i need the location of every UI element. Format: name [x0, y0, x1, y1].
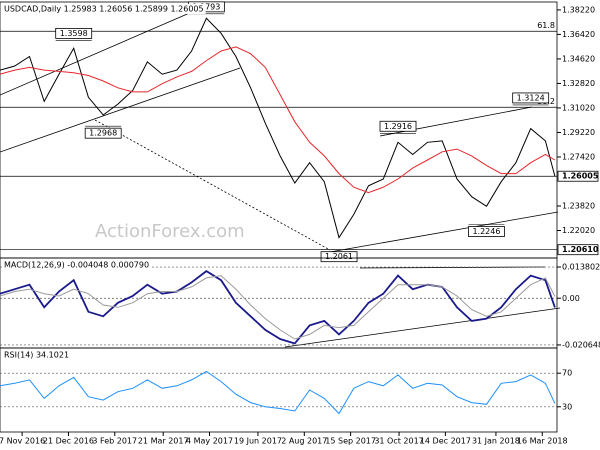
x-tick-label: 31 Jan 2018	[472, 437, 520, 446]
price-box	[557, 170, 599, 182]
trend-lines	[0, 1, 561, 348]
y-tick-label: 1.29220	[562, 128, 595, 137]
x-tick-label: 31 Oct 2017	[374, 437, 423, 446]
annotation-label: 1.2968	[89, 129, 117, 138]
series-line	[0, 46, 556, 194]
level-label: 61.8	[537, 21, 555, 30]
x-tick-label: 7 Nov 2016	[0, 437, 45, 446]
x-tick-label: 15 Sep 2017	[325, 437, 376, 446]
series-line	[0, 370, 556, 415]
annotation-label: 1.2916	[384, 122, 412, 131]
price-label: 1.20610	[562, 245, 599, 254]
annotation-box	[512, 92, 550, 104]
y-tick-label: 1.31020	[562, 103, 595, 112]
support-line	[329, 211, 559, 253]
y-tick-label: 1.32820	[562, 79, 595, 88]
annotation-label: 1.3124	[517, 93, 545, 102]
title-bg	[2, 260, 152, 270]
dotted-trend	[94, 119, 331, 251]
annotation-label: 1.2061	[325, 252, 353, 261]
y-tick-label: 1.22020	[562, 226, 595, 235]
title-bg	[2, 350, 72, 360]
panel-title: MACD(12,26,9) -0.004048 0.000790	[4, 261, 149, 270]
panel-frame	[0, 347, 558, 433]
y-tick-label: 1.38220	[562, 5, 595, 14]
y-tick-label: 0.00	[562, 294, 580, 303]
x-tick-label: 4 May 2017	[186, 437, 233, 446]
x-tick-label: 3 Feb 2017	[92, 437, 137, 446]
y-tick-label: 30	[562, 402, 572, 411]
series-line	[0, 275, 556, 340]
macd-trend-upper	[359, 266, 546, 269]
series-line	[0, 270, 556, 345]
annotation-box	[84, 127, 122, 139]
watermark: ActionForex.com	[95, 221, 245, 242]
y-tick-label: 70	[562, 369, 572, 378]
x-tick-label: 2 Aug 2017	[281, 437, 327, 446]
annotation-box	[320, 251, 358, 263]
annotation-box	[468, 226, 505, 237]
series-line	[0, 17, 556, 239]
annotation-label: 1.2246	[472, 227, 500, 236]
price-label: 1.26005	[562, 172, 599, 181]
y-tick-label: 1.36420	[562, 30, 595, 39]
x-tick-label: 21 Mar 2017	[138, 437, 189, 446]
y-tick-label: 1.34620	[562, 54, 595, 63]
y-tick-label: 1.27420	[562, 152, 595, 161]
x-tick-label: 21 Dec 2016	[43, 437, 94, 446]
y-tick-label: 0.013802	[562, 263, 600, 272]
x-tick-label: 14 Dec 2017	[420, 437, 471, 446]
macd-trend-lower	[284, 307, 561, 348]
panel-title: USDCAD,Daily 1.25983 1.26056 1.25899 1.2…	[4, 5, 204, 14]
annotation-label: 1.3598	[60, 29, 88, 38]
x-tick-label: 16 Mar 2018	[517, 437, 568, 446]
panel-title: RSI(14) 34.1021	[4, 351, 69, 360]
annotation-box	[379, 120, 417, 132]
y-tick-label: -0.020648	[562, 340, 600, 349]
annotation-box	[55, 27, 93, 39]
x-tick-label: 19 Jun 2017	[234, 437, 282, 446]
title-bg	[2, 4, 206, 14]
price-box	[557, 244, 599, 256]
y-tick-label: 1.23820	[562, 201, 595, 210]
channel-upper	[0, 1, 216, 96]
annotation-label: 1.3793	[192, 2, 220, 11]
channel-lower	[0, 67, 241, 153]
